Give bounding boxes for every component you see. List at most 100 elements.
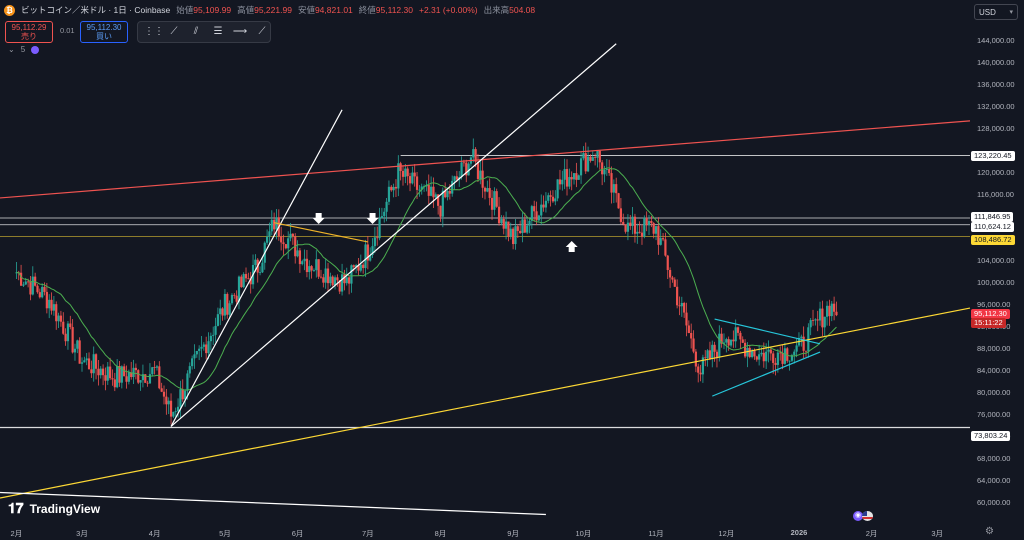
candle-body bbox=[779, 352, 782, 354]
indicators-toggle[interactable]: ⌄ 5 bbox=[8, 45, 40, 54]
candle-body bbox=[312, 270, 316, 271]
trendline bbox=[712, 351, 821, 397]
candle-body bbox=[176, 406, 180, 412]
brand-name: TradingView bbox=[29, 501, 101, 516]
candle-body bbox=[507, 221, 510, 237]
candle-body bbox=[472, 149, 475, 158]
x-axis-tick: 2月 bbox=[865, 529, 878, 538]
candle-body bbox=[713, 344, 716, 352]
candle-body bbox=[244, 274, 248, 279]
candle-body bbox=[800, 336, 803, 338]
candle-body bbox=[336, 277, 339, 281]
candle-body bbox=[174, 411, 177, 412]
candle-body bbox=[736, 327, 740, 333]
close-label: 終値 bbox=[358, 5, 376, 15]
candle-body bbox=[348, 277, 351, 284]
channel-tool-icon[interactable]: ⫽ bbox=[193, 26, 199, 37]
candle-body bbox=[273, 219, 276, 230]
horizontal-ray-icon[interactable]: ⟶ bbox=[232, 26, 248, 37]
chevron-down-icon: ▾ bbox=[1009, 9, 1013, 16]
candle-body bbox=[261, 262, 264, 273]
candle-body bbox=[474, 149, 477, 162]
candle-body bbox=[411, 172, 414, 184]
candle-body bbox=[462, 162, 466, 164]
arrow-up-icon bbox=[565, 241, 578, 252]
candle-body bbox=[420, 186, 423, 190]
candle-body bbox=[383, 211, 386, 217]
fib-tool-icon[interactable]: ☰ bbox=[213, 26, 223, 37]
candle-body bbox=[776, 352, 779, 365]
candle-body bbox=[830, 303, 833, 317]
ray-tool-icon[interactable]: ⟋ bbox=[258, 26, 266, 37]
candle-body bbox=[439, 205, 442, 217]
low-label: 安値 bbox=[297, 5, 315, 15]
candle-body bbox=[350, 265, 353, 284]
candle-body bbox=[118, 365, 121, 383]
candle-body bbox=[385, 201, 388, 212]
candle-body bbox=[772, 353, 775, 363]
drag-handle-icon[interactable]: ⋮⋮ bbox=[144, 26, 164, 37]
candle-body bbox=[55, 304, 58, 322]
candle-body bbox=[31, 276, 34, 295]
candle-body bbox=[266, 236, 269, 243]
candle-body bbox=[502, 219, 505, 229]
candle-body bbox=[280, 236, 283, 243]
candle-body bbox=[809, 320, 812, 328]
candle-body bbox=[116, 365, 119, 388]
event-icon[interactable]: ◉ bbox=[853, 511, 863, 521]
candle-body bbox=[397, 163, 400, 189]
candle-body bbox=[406, 168, 409, 177]
candle-body bbox=[287, 238, 290, 249]
candle-body bbox=[226, 293, 229, 315]
candle-body bbox=[230, 294, 234, 304]
symbol-title[interactable]: ビットコイン／米ドル · 1日 · Coinbase bbox=[21, 5, 171, 15]
open-value: 95,109.99 bbox=[193, 5, 232, 15]
candle-body bbox=[720, 333, 723, 344]
candle-body bbox=[338, 280, 341, 292]
candle-body bbox=[701, 357, 704, 375]
candle-body bbox=[106, 366, 109, 381]
candle-body bbox=[683, 302, 686, 313]
candle-body bbox=[612, 184, 615, 193]
tradingview-logo[interactable]: 𝟏𝟕 TradingView bbox=[8, 500, 100, 517]
candle-body bbox=[155, 366, 159, 368]
x-axis-tick: 2月 bbox=[10, 529, 23, 538]
candle-body bbox=[165, 396, 168, 405]
candle-body bbox=[167, 400, 170, 405]
volume-label: 出来高 bbox=[483, 5, 510, 15]
candle-body bbox=[92, 354, 95, 374]
candle-body bbox=[617, 193, 620, 209]
candle-body bbox=[202, 344, 205, 347]
y-axis-tick: 96,000.00 bbox=[977, 300, 1011, 310]
candle-body bbox=[676, 286, 679, 306]
candle-body bbox=[441, 190, 444, 217]
candle-body bbox=[188, 366, 191, 374]
candle-body bbox=[214, 325, 217, 335]
candle-body bbox=[394, 186, 398, 189]
candle-body bbox=[748, 347, 751, 358]
candle-body bbox=[308, 266, 311, 273]
candle-body bbox=[615, 184, 618, 194]
us-flag-icon[interactable] bbox=[862, 511, 873, 521]
trendline-tool-icon[interactable]: ⟋ bbox=[170, 26, 178, 37]
candle-body bbox=[169, 400, 173, 417]
y-axis-tick: 64,000.00 bbox=[977, 476, 1011, 486]
candle-body bbox=[795, 345, 798, 352]
close-value: 95,112.30 bbox=[375, 5, 413, 15]
candle-body bbox=[659, 238, 662, 245]
candle-body bbox=[296, 250, 299, 257]
sell-button[interactable]: 95,112.29 売り bbox=[5, 21, 53, 43]
y-axis-tick: 80,000.00 bbox=[977, 388, 1011, 398]
y-axis-tick: 136,000.00 bbox=[977, 80, 1015, 90]
candle-body bbox=[284, 244, 287, 249]
candle-body bbox=[109, 366, 112, 379]
candle-body bbox=[160, 388, 163, 392]
candle-body bbox=[718, 333, 721, 358]
candle-body bbox=[704, 357, 707, 359]
gear-icon[interactable]: ⚙ bbox=[985, 526, 994, 537]
buy-button[interactable]: 95,112.30 買い bbox=[80, 21, 128, 43]
y-axis-tick: 144,000.00 bbox=[977, 36, 1015, 45]
candle-body bbox=[561, 179, 564, 185]
currency-selector[interactable]: USD ▾ bbox=[974, 4, 1018, 20]
